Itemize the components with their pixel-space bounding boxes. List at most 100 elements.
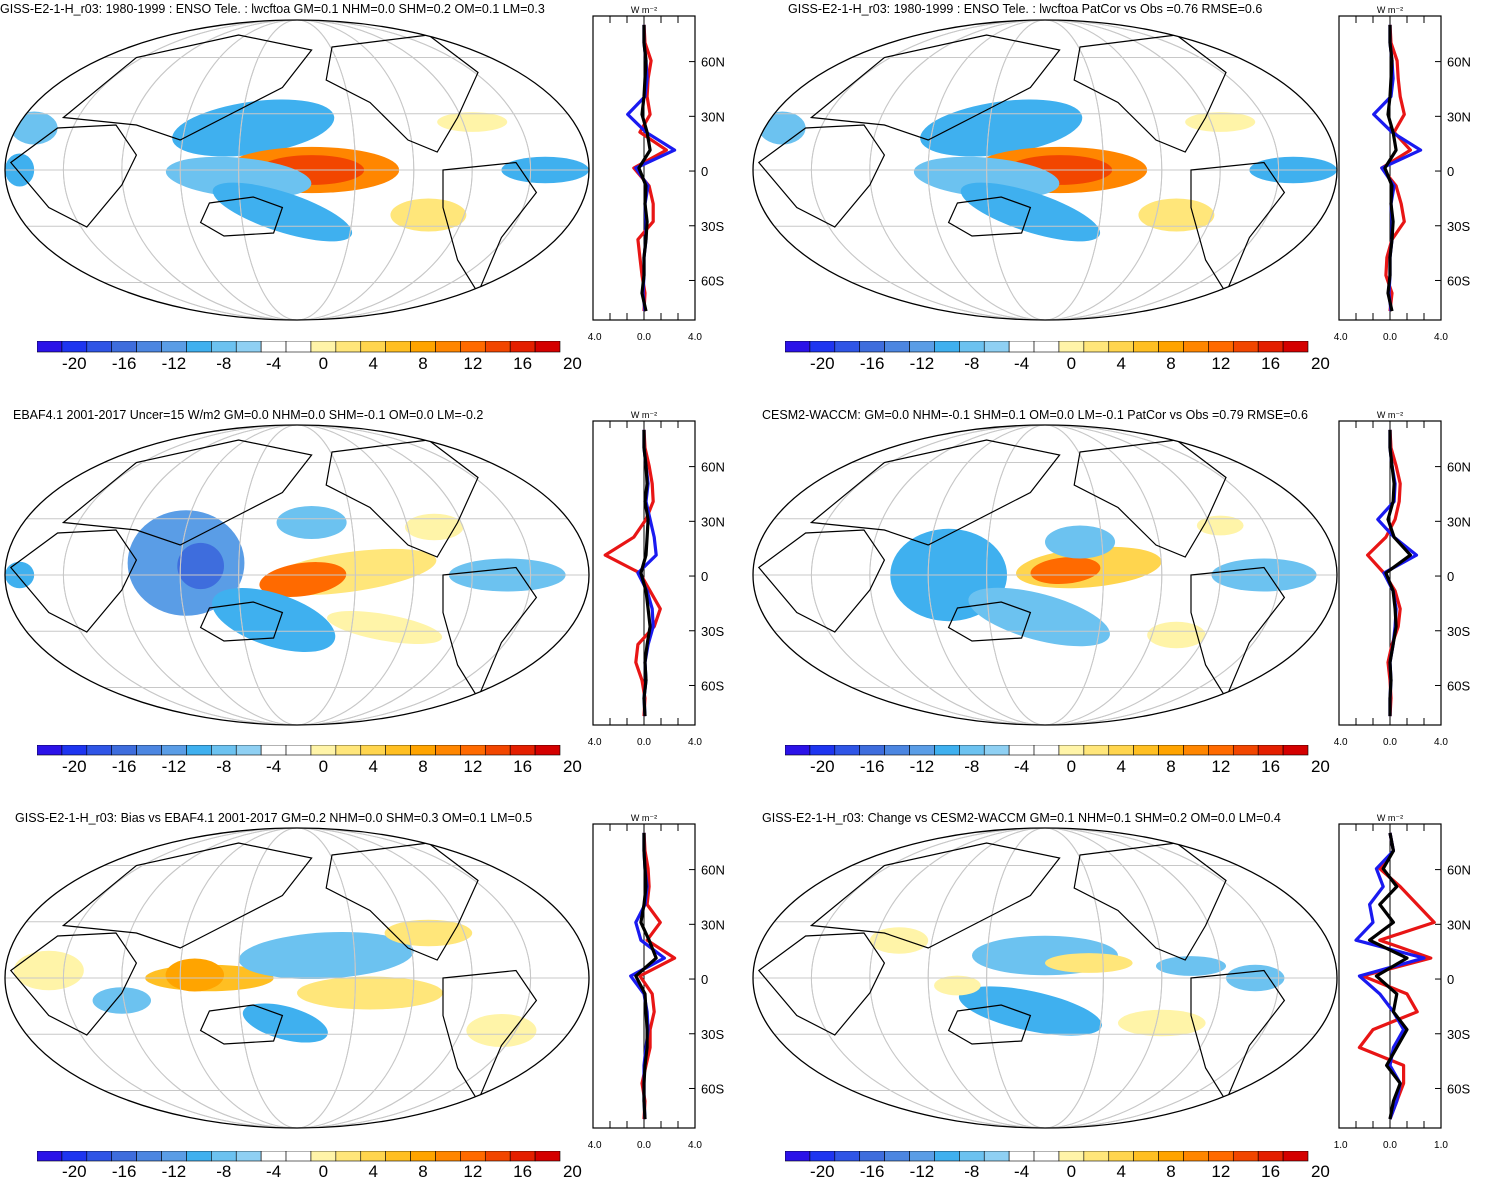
colorbar-swatch [86,745,113,756]
unit-label: W m⁻² [631,410,657,420]
colorbar-tick-label: -8 [964,354,980,373]
colorbar-swatch [1232,745,1259,756]
colorbar-tick-label: 0 [1066,354,1077,373]
colorbar-swatch [884,745,910,756]
colorbar-swatch [37,1151,63,1162]
colorbar-swatch [859,745,885,756]
profile-black-line [1384,429,1413,717]
colorbar-tick-label: -4 [266,354,282,373]
colorbar-tick-label: -8 [964,757,980,776]
colorbar-tick-label: 20 [562,1162,582,1181]
zonal-mean-profile: 60N 30N 0 30S 60S -4.0 0.0 4.0 W m⁻² [588,410,725,748]
colorbar [785,341,1309,353]
colorbar-swatch [435,745,461,756]
map-border [752,827,1338,1129]
graticule-line [986,20,1104,320]
colorbar-tick-label: -20 [62,757,87,776]
colorbar-swatch [186,341,212,353]
coastline [325,842,479,961]
colorbar-swatch [1183,1151,1209,1162]
colorbar-swatch [1208,341,1234,353]
coastline [1190,566,1286,700]
colorbar-swatch [909,745,935,756]
colorbar-swatch [1183,745,1209,756]
colorbar-swatch [1058,745,1085,756]
colorbar-swatch [1257,341,1284,353]
coastline [757,932,886,1036]
colorbar-tick-label: 0 [1066,757,1077,776]
colorbar-swatch [86,1151,113,1162]
colorbar-swatch [509,745,536,756]
coastline [442,969,538,1103]
latitude-tick-label: 60N [1447,460,1471,475]
latitude-tick-label: 60S [1447,678,1470,693]
latitude-tick-label: 0 [1447,569,1454,584]
colorbar-tick-label: 4 [368,1162,378,1181]
colorbar-tick-label: 20 [562,757,582,776]
anomaly-shading [1045,525,1116,559]
latitude-tick-label: 30S [701,1027,724,1042]
colorbar-swatch [335,341,362,353]
colorbar-tick-label: 16 [513,757,533,776]
colorbar-swatch [1033,1151,1060,1162]
unit-label: W m⁻² [631,5,657,15]
anomaly-shading [405,513,464,541]
robinson-map [4,827,590,1129]
colorbar-swatch [1008,1151,1035,1162]
colorbar-swatch [1133,745,1159,756]
profile-x-tick-label: -4.0 [1334,737,1348,748]
unit-label: W m⁻² [1377,813,1403,823]
latitude-tick-label: 60N [701,863,725,878]
colorbar-swatch [435,1151,461,1162]
colorbar-swatch [186,745,212,756]
latitude-tick-label: 0 [701,164,708,179]
colorbar-swatch [534,341,561,353]
anomaly-shading [177,542,224,590]
colorbar-swatch [809,341,836,353]
colorbar-swatch [37,341,63,353]
coastline [757,124,886,228]
latitude-tick-label: 60S [701,1081,724,1096]
profile-x-tick-label: 4.0 [1434,332,1448,343]
unit-label: W m⁻² [1377,410,1403,420]
colorbar-swatch [360,745,386,756]
colorbar-tick-label: -8 [216,1162,232,1181]
map-border [4,827,590,1129]
profile-blue-line [1354,832,1426,1120]
anomaly-shading [259,562,347,597]
colorbar-tick-label: 16 [1261,1162,1281,1181]
profile-black-line [637,24,652,312]
colorbar-swatch [37,745,63,756]
anomaly-shading [242,1003,328,1043]
profile-x-tick-label: 0.0 [637,332,651,343]
colorbar-swatch [884,1151,910,1162]
colorbar-swatch [460,1151,486,1162]
colorbar-swatch [509,1151,536,1162]
colorbar-swatch [1208,1151,1234,1162]
coastline [61,439,313,546]
colorbar-swatch [1257,1151,1284,1162]
coastline [809,34,1061,141]
latitude-tick-label: 60S [1447,273,1470,288]
zonal-mean-profile: 60N 30N 0 30S 60S -4.0 0.0 4.0 W m⁻² [588,5,725,343]
colorbar-swatch [884,341,910,353]
graticule-line [869,425,1221,725]
colorbar-swatch [534,1151,561,1162]
latitude-tick-label: 60S [701,273,724,288]
colorbar-swatch [1008,341,1035,353]
coastline [9,932,138,1036]
colorbar-tick-label: -8 [964,1162,980,1181]
colorbar-swatch [1058,341,1085,353]
colorbar-swatch [983,341,1010,353]
colorbar-swatch [186,1151,212,1162]
colorbar-swatch [484,341,511,353]
colorbar-swatch [959,341,985,353]
colorbar-tick-label: 16 [513,354,533,373]
graticule-line [869,828,1221,1128]
colorbar-swatch [360,341,386,353]
colorbar-swatch [785,745,811,756]
panel-title: EBAF4.1 2001-2017 Uncer=15 W/m2 GM=0.0 N… [13,408,484,422]
anomaly-shading [869,927,929,954]
colorbar-swatch [161,745,187,756]
colorbar-tick-label: -20 [810,354,835,373]
